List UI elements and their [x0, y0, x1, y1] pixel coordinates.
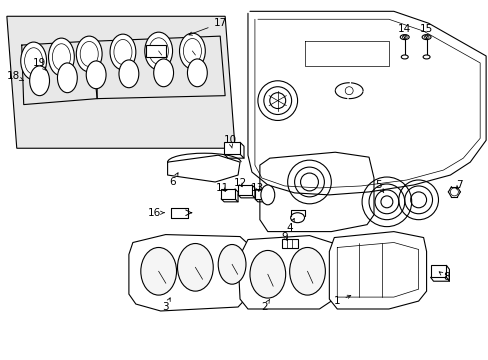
- Text: 18: 18: [7, 71, 23, 81]
- Text: 12: 12: [233, 178, 246, 188]
- Text: 10: 10: [223, 135, 236, 148]
- Text: 16: 16: [148, 208, 164, 218]
- Ellipse shape: [401, 55, 407, 59]
- Text: 4: 4: [286, 219, 294, 233]
- Polygon shape: [254, 189, 268, 199]
- Ellipse shape: [86, 61, 106, 89]
- Ellipse shape: [153, 59, 173, 87]
- Text: 8: 8: [438, 272, 449, 282]
- Text: 13: 13: [251, 183, 264, 193]
- Text: 14: 14: [397, 24, 410, 38]
- Polygon shape: [328, 231, 426, 309]
- Text: 11: 11: [215, 183, 228, 193]
- Text: 3: 3: [162, 298, 170, 312]
- Ellipse shape: [218, 244, 245, 284]
- Ellipse shape: [177, 243, 213, 291]
- Ellipse shape: [421, 35, 430, 40]
- Ellipse shape: [400, 35, 408, 40]
- Text: 17: 17: [188, 18, 226, 35]
- Text: 1: 1: [333, 295, 350, 306]
- Text: 19: 19: [33, 58, 46, 71]
- Ellipse shape: [179, 33, 205, 69]
- Ellipse shape: [57, 63, 77, 93]
- Ellipse shape: [144, 32, 172, 70]
- Ellipse shape: [119, 60, 139, 88]
- Ellipse shape: [289, 247, 325, 295]
- Polygon shape: [429, 265, 446, 277]
- Polygon shape: [221, 189, 235, 199]
- Text: 5: 5: [375, 180, 383, 193]
- FancyBboxPatch shape: [145, 45, 165, 57]
- Ellipse shape: [30, 66, 49, 96]
- Ellipse shape: [422, 55, 429, 59]
- Polygon shape: [281, 239, 297, 248]
- Ellipse shape: [187, 59, 207, 87]
- Ellipse shape: [76, 36, 102, 72]
- Ellipse shape: [260, 185, 274, 205]
- Text: 2: 2: [261, 299, 269, 312]
- Polygon shape: [238, 185, 251, 195]
- Text: 6: 6: [169, 173, 178, 187]
- Ellipse shape: [48, 38, 74, 76]
- Polygon shape: [224, 142, 240, 154]
- Ellipse shape: [110, 34, 136, 70]
- Polygon shape: [129, 235, 251, 311]
- Ellipse shape: [20, 42, 46, 80]
- Ellipse shape: [345, 87, 352, 95]
- Polygon shape: [7, 16, 235, 148]
- Text: 7: 7: [455, 180, 462, 190]
- Polygon shape: [259, 152, 373, 231]
- Text: 15: 15: [419, 24, 432, 38]
- Polygon shape: [238, 235, 337, 309]
- Ellipse shape: [141, 247, 176, 295]
- Ellipse shape: [249, 251, 285, 298]
- Text: 9: 9: [281, 231, 287, 242]
